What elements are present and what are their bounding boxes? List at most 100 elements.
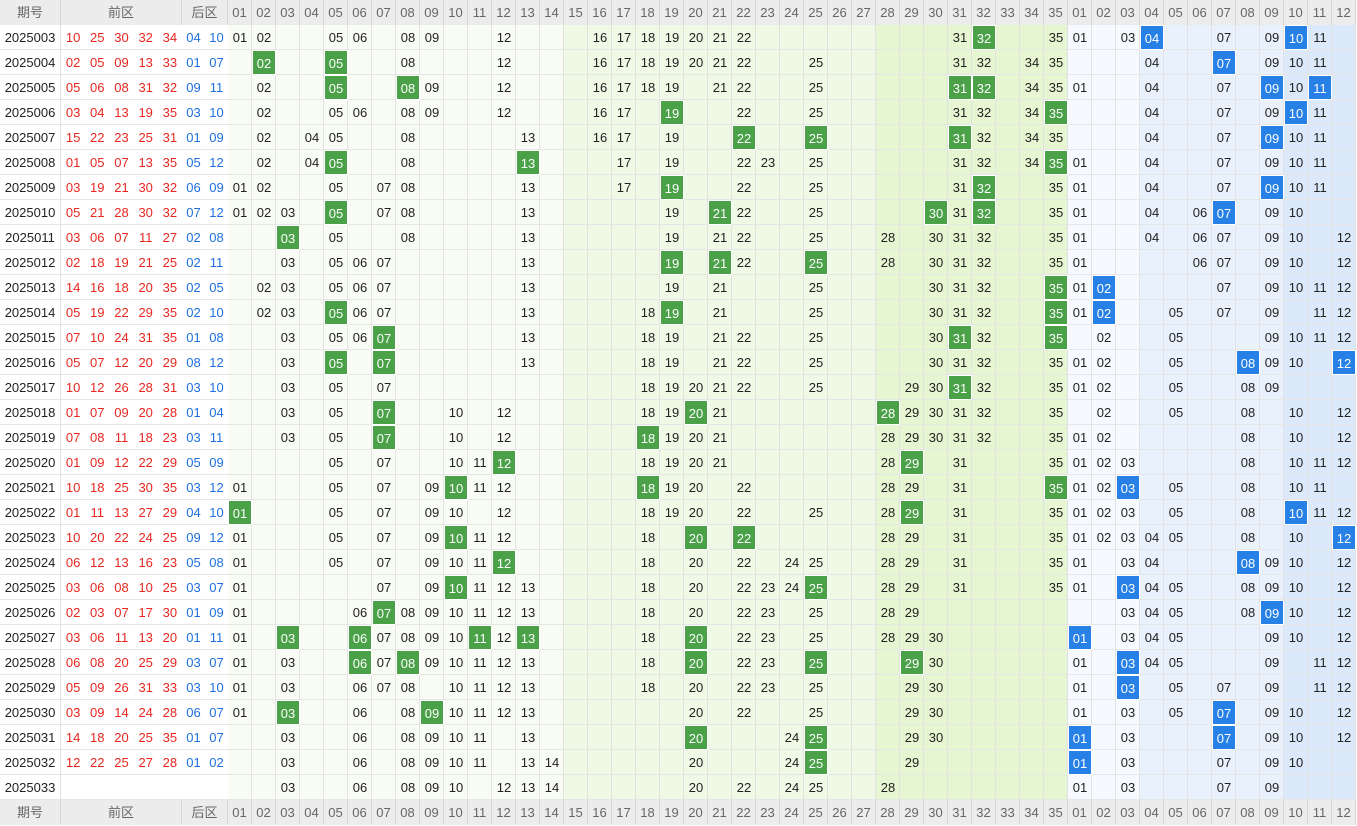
front-hit-cell: 25	[804, 725, 828, 750]
top-back-label: 后区	[182, 0, 228, 25]
top-back-col-05: 05	[1164, 0, 1188, 25]
bottom-back-col-03: 03	[1116, 800, 1140, 825]
front-hit-cell: 29	[900, 500, 924, 525]
front-trend-cell: 29	[904, 555, 920, 570]
back-trend-cell: 03	[1120, 530, 1136, 545]
front-trend-cell: 09	[424, 105, 440, 120]
back-trend-cell: 11	[1313, 655, 1327, 670]
front-trend-cell: 23	[760, 680, 776, 695]
front-draw-number: 29	[162, 455, 178, 470]
front-trend-cell: 02	[256, 280, 272, 295]
back-draw-number: 08	[186, 355, 201, 370]
front-trend-cell: 25	[808, 280, 824, 295]
front-hit-cell: 22	[732, 525, 756, 550]
back-draw-number: 11	[209, 80, 224, 95]
front-trend-cell: 31	[952, 455, 968, 470]
top-front-col-15: 15	[564, 0, 588, 25]
front-trend-cell: 05	[328, 255, 344, 270]
front-trend-cell: 21	[712, 455, 728, 470]
bottom-front-col-29: 29	[900, 800, 924, 825]
back-trend-cell: 10	[1288, 330, 1304, 345]
back-trend-cell: 12	[1336, 555, 1352, 570]
front-trend-cell: 07	[376, 180, 392, 195]
row-divider	[0, 249, 1357, 250]
bottom-front-col-14: 14	[540, 800, 564, 825]
front-trend-cell: 18	[640, 330, 656, 345]
front-trend-cell: 31	[952, 255, 968, 270]
front-trend-cell: 13	[520, 230, 536, 245]
front-trend-cell: 22	[736, 505, 752, 520]
back-draw-number: 04	[209, 405, 224, 420]
front-hit-cell: 01	[228, 500, 252, 525]
back-zone-band	[1092, 25, 1116, 800]
top-front-col-10: 10	[444, 0, 468, 25]
front-draw-number: 35	[162, 105, 178, 120]
top-back-col-10: 10	[1284, 0, 1308, 25]
back-trend-cell: 12	[1336, 705, 1352, 720]
back-trend-cell: 12	[1336, 230, 1352, 245]
back-draw-number: 06	[186, 180, 201, 195]
back-zone-band	[1308, 25, 1332, 800]
front-draw-number: 05	[65, 205, 81, 220]
front-trend-cell: 10	[448, 555, 464, 570]
front-draw-number: 30	[162, 605, 178, 620]
front-draw-number: 13	[114, 555, 129, 570]
front-trend-cell: 01	[232, 680, 248, 695]
top-front-col-16: 16	[588, 0, 612, 25]
front-trend-cell: 18	[640, 555, 656, 570]
back-draw-number: 01	[186, 605, 201, 620]
front-trend-cell: 07	[376, 555, 392, 570]
front-draw-number: 06	[90, 230, 105, 245]
back-draw-number: 01	[186, 630, 201, 645]
front-draw-number: 26	[114, 380, 129, 395]
front-trend-cell: 03	[280, 255, 296, 270]
front-trend-cell: 05	[328, 455, 344, 470]
front-trend-cell: 13	[520, 730, 536, 745]
front-draw-number: 03	[65, 105, 81, 120]
period-cell: 2025006	[0, 100, 61, 125]
back-trend-cell: 10	[1288, 255, 1304, 270]
back-trend-cell: 07	[1216, 755, 1232, 770]
front-trend-cell: 20	[688, 55, 704, 70]
front-trend-cell: 01	[232, 180, 248, 195]
front-trend-cell: 05	[328, 405, 344, 420]
front-trend-cell: 25	[808, 55, 824, 70]
top-front-col-07: 07	[372, 0, 396, 25]
front-trend-cell: 32	[976, 230, 992, 245]
row-divider	[0, 599, 1357, 600]
back-trend-cell: 12	[1336, 255, 1352, 270]
front-trend-cell: 20	[688, 680, 704, 695]
front-trend-cell: 34	[1024, 130, 1040, 145]
front-trend-cell: 12	[496, 80, 512, 95]
front-trend-cell: 35	[1048, 555, 1064, 570]
back-trend-cell: 01	[1072, 205, 1088, 220]
period-cell: 2025025	[0, 575, 61, 600]
back-zone-band	[1164, 25, 1188, 800]
row-divider	[0, 724, 1357, 725]
front-trend-cell: 12	[496, 580, 512, 595]
front-trend-cell: 28	[880, 480, 896, 495]
bottom-front-col-35: 35	[1044, 800, 1068, 825]
front-trend-cell: 01	[232, 480, 248, 495]
front-trend-cell: 22	[736, 780, 752, 795]
front-draw-number: 32	[162, 205, 178, 220]
back-trend-cell: 03	[1120, 455, 1136, 470]
front-draw-number: 24	[138, 530, 153, 545]
front-trend-cell: 21	[712, 380, 728, 395]
back-trend-cell: 07	[1216, 30, 1232, 45]
front-draw-number: 20	[138, 355, 153, 370]
front-hit-cell: 05	[324, 300, 348, 325]
front-zone-band	[300, 25, 324, 800]
front-draw-number: 20	[114, 730, 129, 745]
front-hit-cell: 25	[804, 750, 828, 775]
back-draw-number: 10	[209, 505, 224, 520]
front-trend-cell: 31	[952, 555, 968, 570]
front-trend-cell: 25	[808, 105, 824, 120]
period-cell: 2025022	[0, 500, 61, 525]
front-trend-cell: 10	[448, 780, 464, 795]
back-trend-cell: 12	[1336, 655, 1352, 670]
front-trend-cell: 03	[280, 280, 296, 295]
back-trend-cell: 02	[1096, 455, 1112, 470]
front-trend-cell: 20	[688, 705, 704, 720]
front-trend-cell: 19	[664, 280, 680, 295]
